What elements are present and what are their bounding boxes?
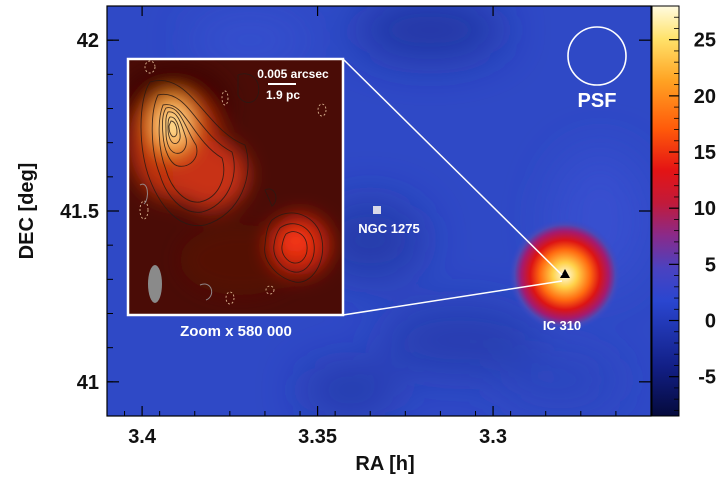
- axis-ticks: 3.4 3.35 3.3 42 41.5 41: [60, 6, 652, 448]
- psf-circle: [567, 26, 627, 86]
- x-tick-label: 3.35: [298, 426, 337, 448]
- scale-label-angular: 0.005 arcsec: [257, 67, 329, 81]
- colorbar: [651, 5, 680, 417]
- colorbar-tick-label: 0: [705, 311, 716, 333]
- colorbar-tick-label: -5: [698, 367, 716, 389]
- x-tick-label: 3.3: [479, 426, 507, 448]
- colorbar-tick-label: 15: [694, 142, 716, 164]
- colorbar-tick-label: 5: [705, 254, 716, 276]
- scale-label-physical: 1.9 pc: [266, 88, 300, 102]
- colorbar-tick-label: 10: [694, 198, 716, 220]
- zoom-line-top: [342, 58, 563, 276]
- colorbar-ticks: 25 20 15 10 5 0 -5: [669, 5, 716, 411]
- zoom-inset: 0.005 arcsec 1.9 pc: [126, 57, 345, 317]
- inset-frame: [126, 57, 345, 317]
- psf-label: PSF: [578, 90, 617, 112]
- y-axis-title: DEC [deg]: [16, 163, 38, 260]
- colorbar-tick-label: 20: [694, 86, 716, 108]
- y-tick-label: 41.5: [60, 201, 99, 223]
- colorbar-tick-label: 25: [694, 30, 716, 52]
- ngc1275-marker: [373, 206, 381, 214]
- x-tick-label: 3.4: [128, 426, 157, 448]
- y-tick-label: 42: [77, 30, 99, 52]
- zoom-label: Zoom x 580 000: [180, 323, 292, 340]
- ngc1275-label: NGC 1275: [358, 221, 419, 236]
- y-tick-label: 41: [77, 372, 99, 394]
- ic310-label: IC 310: [543, 318, 581, 333]
- zoom-line-bottom: [342, 280, 563, 316]
- x-axis-title: RA [h]: [355, 453, 414, 475]
- ic310-marker: [560, 269, 570, 278]
- beam-ellipse: [148, 265, 162, 303]
